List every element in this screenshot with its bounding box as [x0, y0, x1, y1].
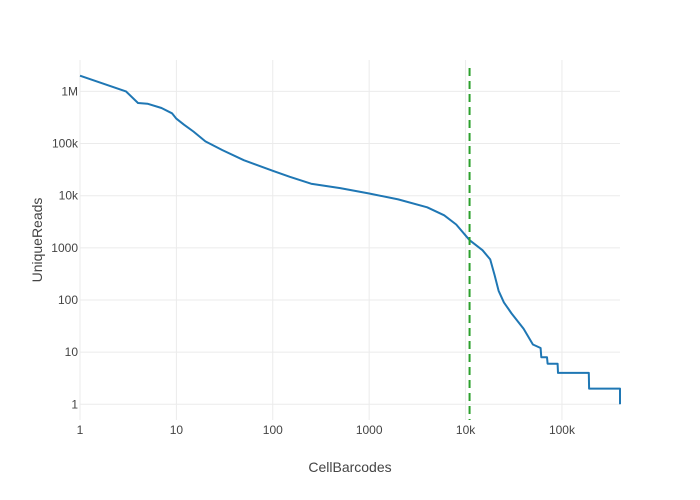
grid-lines: [79, 60, 620, 420]
x-axis-title: CellBarcodes: [308, 459, 391, 475]
tick-labels: 1 10 100 1000 10k 100k 1 10 100 1000 10k 100k 1M: [51, 84, 576, 437]
y-tick-label: 100k: [52, 137, 79, 151]
x-tick-label: 1000: [356, 423, 383, 437]
y-tick-label: 10: [65, 345, 79, 359]
y-tick-label: 10k: [59, 189, 79, 203]
y-axis-title: UniqueReads: [29, 198, 45, 283]
series-line: [79, 74, 621, 405]
x-tick-label: 10k: [456, 423, 476, 437]
x-tick-label: 1: [77, 423, 84, 437]
y-tick-label: 1: [71, 397, 78, 411]
x-tick-label: 100: [263, 423, 283, 437]
y-tick-label: 1M: [61, 84, 78, 98]
y-tick-label: 1000: [51, 241, 78, 255]
y-tick-label: 100: [58, 293, 78, 307]
x-tick-label: 100k: [549, 423, 576, 437]
x-tick-label: 10: [170, 423, 184, 437]
series-layer: [79, 74, 621, 405]
